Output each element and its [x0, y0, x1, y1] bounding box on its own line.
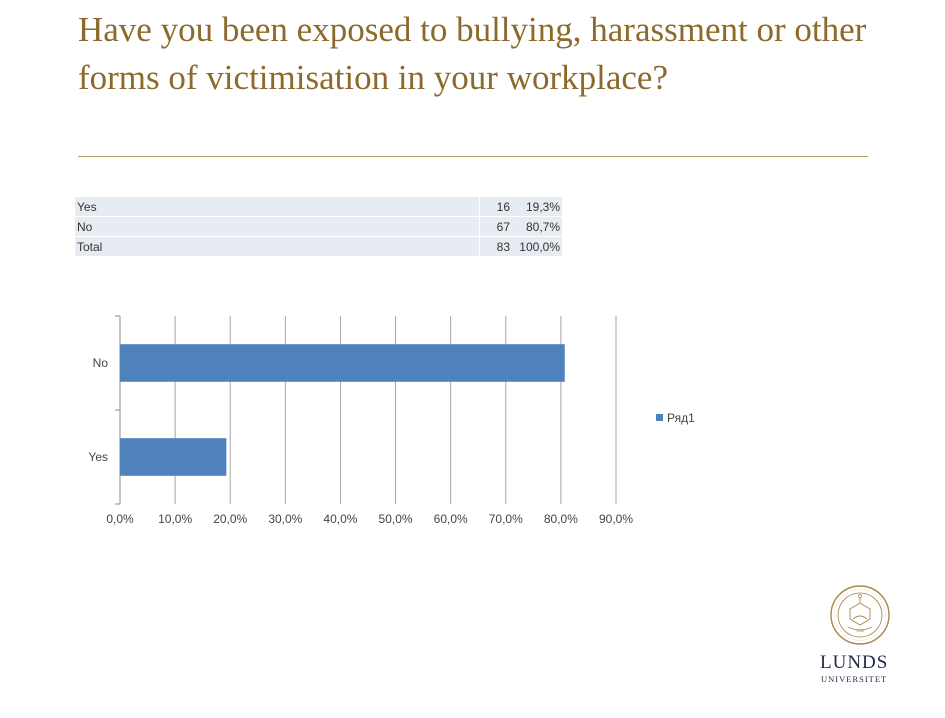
- x-tick-label: 0,0%: [106, 512, 134, 526]
- row-count: 83: [479, 236, 512, 257]
- university-logo: 1666 LUNDS UNIVERSITET: [820, 585, 890, 684]
- row-percent: 19,3%: [512, 197, 562, 217]
- x-tick-label: 10,0%: [158, 512, 192, 526]
- x-tick-label: 50,0%: [379, 512, 413, 526]
- row-label: Yes: [75, 197, 480, 217]
- category-label: No: [93, 356, 109, 370]
- row-label: No: [75, 216, 480, 237]
- summary-table: Yes 16 19,3% No 67 80,7% Total 83 100,0%: [75, 197, 562, 257]
- x-tick-label: 70,0%: [489, 512, 523, 526]
- bar-chart: 0,0% 10,0% 20,0% 30,0% 40,0% 50,0% 60,0% 70,0% 8…: [88, 315, 695, 526]
- row-count: 67: [479, 216, 512, 237]
- legend-label: Ряд1: [667, 411, 695, 425]
- x-tick-label: 80,0%: [544, 512, 578, 526]
- bar: [120, 438, 227, 476]
- table-row: Total 83 100,0%: [75, 236, 562, 257]
- logo-year: 1666: [856, 628, 864, 633]
- university-seal-icon: [830, 585, 890, 645]
- row-percent: 80,7%: [512, 216, 562, 237]
- row-percent: 100,0%: [512, 236, 562, 257]
- table-row: Yes 16 19,3%: [75, 197, 562, 217]
- x-tick-label: 90,0%: [599, 512, 633, 526]
- x-tick-label: 40,0%: [323, 512, 357, 526]
- x-tick-label: 30,0%: [268, 512, 302, 526]
- x-tick-label: 20,0%: [213, 512, 247, 526]
- logo-name: LUNDS: [820, 652, 888, 673]
- title-divider: [78, 156, 868, 157]
- logo-subtitle: UNIVERSITET: [821, 674, 887, 684]
- legend-swatch: [656, 414, 663, 421]
- category-label: Yes: [88, 450, 108, 464]
- row-label: Total: [75, 236, 480, 257]
- x-tick-label: 60,0%: [434, 512, 468, 526]
- table-row: No 67 80,7%: [75, 216, 562, 237]
- bar: [120, 344, 565, 382]
- row-count: 16: [479, 197, 512, 217]
- slide-title: Have you been exposed to bullying, haras…: [78, 10, 867, 97]
